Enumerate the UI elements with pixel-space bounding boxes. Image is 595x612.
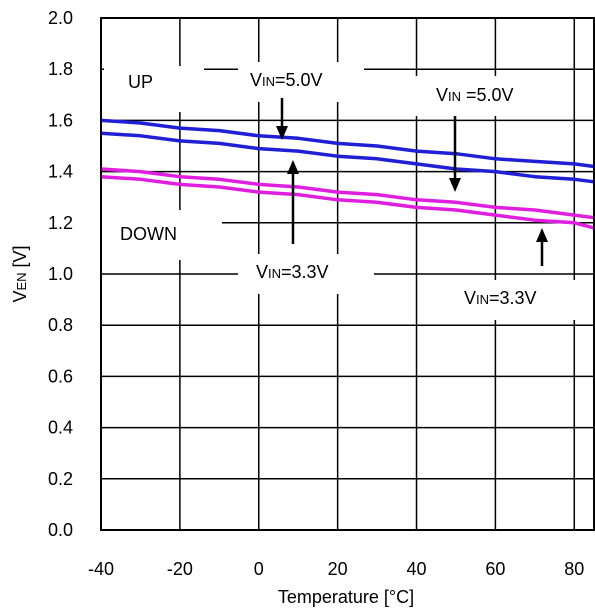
vin33-left-label-bg	[238, 254, 374, 294]
annotation-backgrounds	[102, 62, 576, 320]
annotation-vin33-left: VIN=3.3V	[256, 262, 329, 282]
x-tick-label: 0	[254, 559, 264, 579]
vin5-left-label-bg	[238, 62, 364, 102]
arrow-vin33-right-up	[536, 228, 548, 266]
x-tick-label: 80	[564, 559, 584, 579]
up-label-bg	[104, 66, 204, 112]
y-tick-label: 0.2	[48, 469, 73, 489]
y-tick-label: 1.4	[48, 162, 73, 182]
annotation-vin5-left: VIN=5.0V	[250, 70, 323, 90]
x-axis-title: Temperature [°C]	[278, 587, 414, 607]
y-tick-label: 0.8	[48, 315, 73, 335]
arrow-vin5-right-down	[449, 116, 461, 192]
annotation-up: UP	[128, 72, 153, 92]
series-line-3	[100, 167, 595, 220]
tick-labels: -40 -20 0 20 40 60 80 0.0 0.2 0.4 0.6 0.8 1.0 1.2 1.4 1…	[48, 8, 584, 579]
y-axis-title: VEN [V]	[10, 245, 30, 302]
plot-frame	[100, 17, 595, 531]
y-tick-label: 1.0	[48, 264, 73, 284]
x-tick-label: -40	[88, 559, 114, 579]
x-tick-label: 40	[407, 559, 427, 579]
y-tick-label: 0.4	[48, 418, 73, 438]
x-tick-label: -20	[167, 559, 193, 579]
series-line-4	[100, 174, 595, 230]
series-line-1	[100, 118, 595, 169]
y-tick-label: 0.6	[48, 366, 73, 386]
y-tick-label: 1.8	[48, 59, 73, 79]
x-tick-label: 60	[485, 559, 505, 579]
series-layer	[100, 118, 595, 230]
y-tick-label: 1.6	[48, 110, 73, 130]
arrow-vin5-left-down	[276, 98, 288, 140]
x-tick-label: 20	[328, 559, 348, 579]
arrow-vin33-left-up	[287, 160, 299, 244]
annotation-vin33-right: VIN=3.3V	[464, 288, 537, 308]
annotation-down: DOWN	[120, 224, 177, 244]
vin33-right-label-bg	[456, 280, 576, 320]
y-tick-label: 2.0	[48, 8, 73, 28]
annotation-vin5-right: VIN =5.0V	[436, 85, 514, 105]
vin5-right-label-bg	[412, 76, 556, 116]
down-label-bg	[102, 210, 222, 260]
y-tick-label: 0.0	[48, 520, 73, 540]
y-tick-label: 1.2	[48, 213, 73, 233]
series-line-2	[100, 131, 595, 184]
